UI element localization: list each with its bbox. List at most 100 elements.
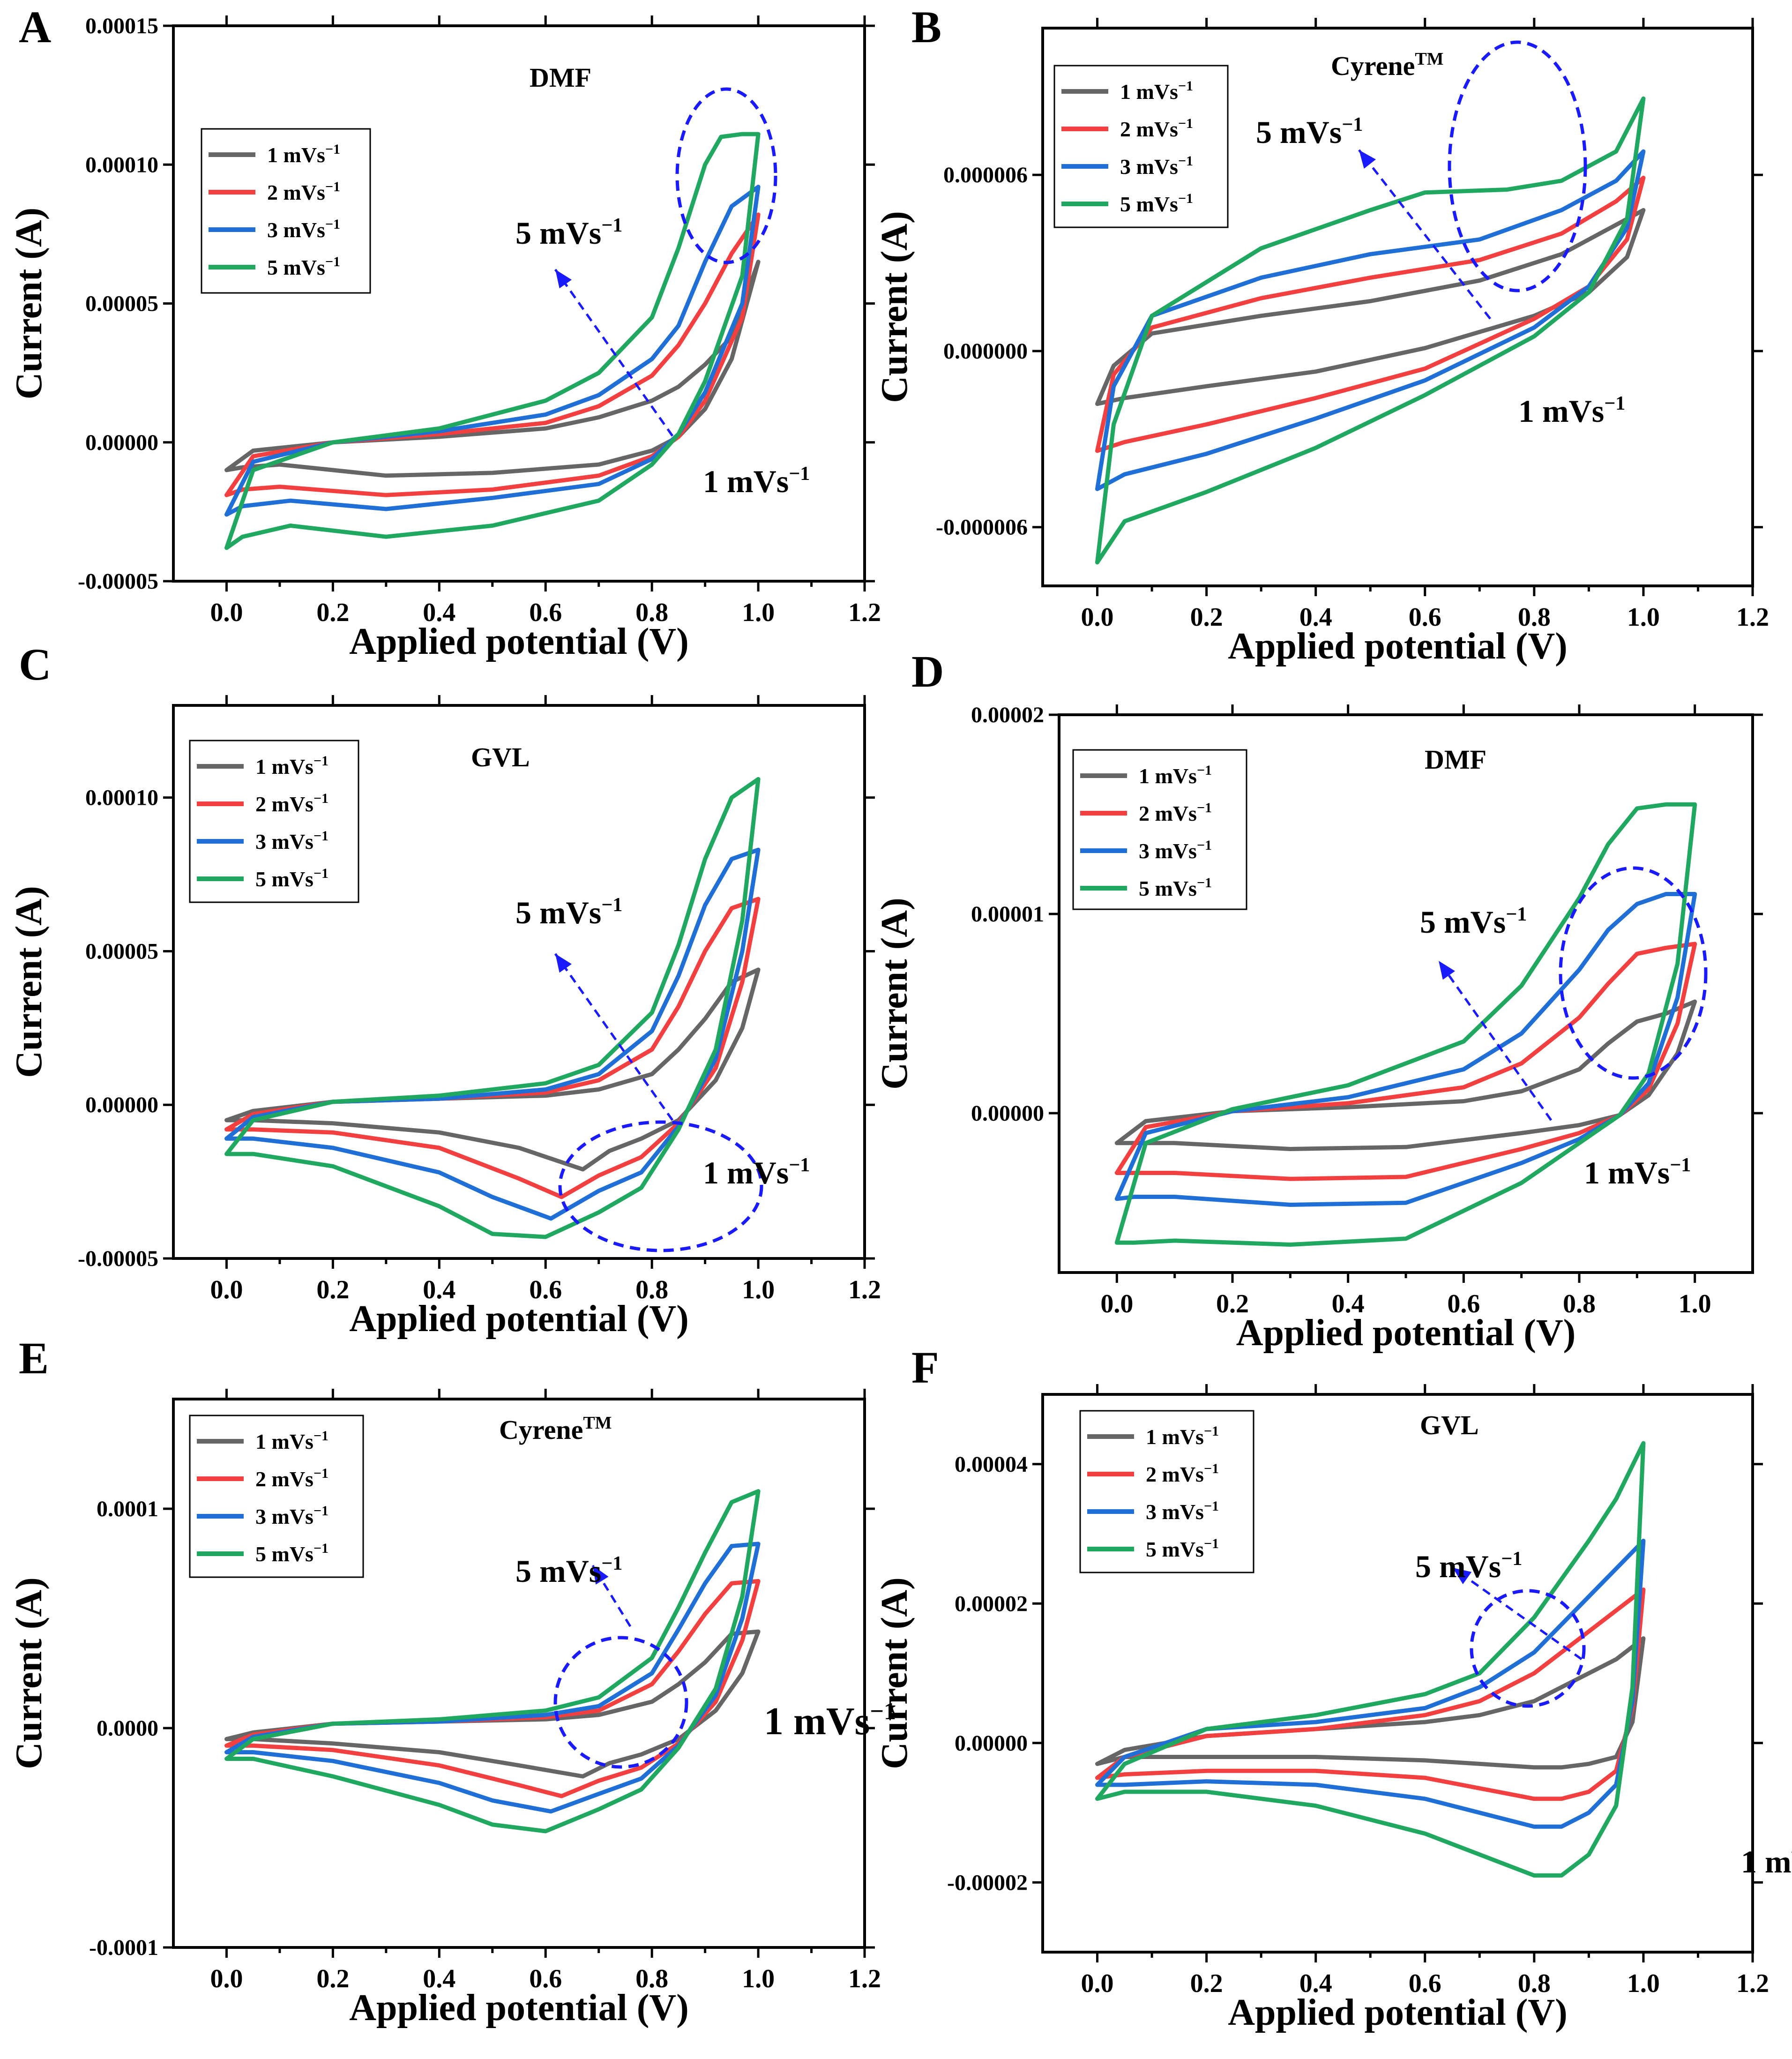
trend-arrow: [554, 953, 674, 1121]
trend-arrow: [554, 269, 674, 437]
x-tick-label: 0.4: [1299, 603, 1332, 632]
x-tick-label: 0.0: [1081, 603, 1114, 632]
series-line: [224, 260, 761, 478]
highlight-ellipse: [1559, 866, 1708, 1080]
x-tick-label: 0.8: [1518, 603, 1551, 632]
solvent-label: GVL: [1420, 1410, 1479, 1440]
x-tick-label: 0.6: [1447, 1289, 1480, 1318]
annotation-1-mvs: 1 mVs−1: [1584, 1154, 1691, 1190]
panel-e: E 0.0 0.2 0.4 0.6 0.8 1.0 1.2 -0.0001 0.0000 0.000…: [8, 1333, 896, 2029]
y-tick-label: 0.00000: [85, 1093, 158, 1117]
x-tick-label: 0.4: [423, 1964, 455, 1993]
series-line: [1095, 1538, 1646, 1829]
y-tick-label: 0.00005: [85, 939, 158, 964]
solvent-label: CyreneTM: [1331, 49, 1444, 81]
series-line: [1095, 96, 1646, 565]
panel-letter: E: [19, 1333, 49, 1383]
annotation-5-mvs: 5 mVs−1: [1420, 903, 1527, 940]
trend-arrow-head: [593, 1565, 609, 1585]
plot-frame: [172, 704, 866, 1260]
trend-arrow-head: [1453, 1568, 1472, 1585]
y-tick-label: 0.00000: [85, 430, 158, 455]
annotation-1-mvs: 1 mVs−1: [703, 463, 810, 499]
panel-b: B 0.0 0.2 0.4 0.6 0.8 1.0 1.2 -0.000006 0.000000 0…: [874, 2, 1769, 667]
trend-arrow-head: [555, 954, 572, 973]
x-tick-label: 0.8: [635, 1964, 668, 1993]
series-line: [224, 1489, 761, 1834]
legend-label: 2 mVs−1: [255, 1466, 329, 1491]
series-line: [224, 1542, 761, 1814]
x-tick-label: 1.2: [848, 1275, 881, 1304]
x-tick-label: 0.2: [316, 1964, 349, 1993]
panel-f: F 0.0 0.2 0.4 0.6 0.8 1.0 1.2 -0.00002 0.00000 0.0…: [874, 1342, 1792, 2033]
panel-a: A 0.0 0.2 0.4 0.6 0.8 1.0 1.2 -0.00005 0.00000 0.0…: [8, 2, 881, 662]
legend-label: 1 mVs−1: [1139, 763, 1212, 788]
panel-letter: C: [19, 639, 51, 689]
solvent-label: GVL: [471, 742, 530, 772]
legend: 1 mVs−12 mVs−13 mVs−15 mVs−1: [1053, 65, 1229, 228]
x-axis-label: Applied potential (V): [349, 1298, 689, 1340]
x-tick-label: 0.2: [1216, 1289, 1249, 1318]
series-line: [224, 185, 761, 517]
y-tick-label: 0.000000: [943, 339, 1028, 364]
x-axis-label: Applied potential (V): [1228, 626, 1568, 667]
trend-arrow-head: [555, 270, 572, 289]
series-line: [1095, 175, 1646, 453]
y-axis-label: Current (A): [874, 211, 915, 403]
x-tick-label: 1.0: [742, 1275, 775, 1304]
y-tick-label: 0.00010: [85, 786, 158, 810]
legend: 1 mVs−12 mVs−13 mVs−15 mVs−1: [1079, 1410, 1254, 1573]
highlight-ellipse: [675, 87, 777, 264]
series-line: [1114, 999, 1697, 1151]
highlight-ellipse: [1470, 1589, 1586, 1708]
x-tick-label: 0.4: [1332, 1289, 1365, 1318]
series-line: [1114, 892, 1697, 1207]
legend: 1 mVs−12 mVs−13 mVs−15 mVs−1: [1072, 749, 1247, 910]
legend: 1 mVs−12 mVs−13 mVs−15 mVs−1: [189, 1415, 364, 1578]
highlight-ellipse: [558, 1120, 763, 1252]
y-axis-label: Current (A): [8, 208, 50, 400]
x-tick-label: 0.0: [210, 1275, 243, 1304]
plot-frame: [1041, 1393, 1754, 1954]
solvent-label: DMF: [1425, 744, 1486, 775]
x-tick-label: 1.0: [1627, 603, 1660, 632]
annotation-5-mvs: 5 mVs−1: [515, 1552, 622, 1589]
annotation-5-mvs: 5 mVs−1: [515, 214, 622, 251]
y-tick-label: 0.00005: [85, 292, 158, 316]
trend-arrow: [1358, 149, 1491, 320]
x-tick-label: 0.6: [1409, 603, 1441, 632]
trend-arrow: [1437, 960, 1553, 1121]
y-axis-label: Current (A): [8, 1577, 50, 1769]
x-tick-label: 0.0: [1100, 1289, 1133, 1318]
y-tick-label: 0.0000: [97, 1716, 158, 1741]
series-line: [224, 847, 761, 1221]
x-tick-label: 1.2: [848, 1964, 881, 1993]
y-tick-label: -0.00002: [947, 1870, 1028, 1895]
y-tick-label: 0.00002: [955, 1591, 1028, 1616]
annotation-1-mvs: 1 mVs−1: [703, 1154, 810, 1190]
x-tick-label: 0.4: [1299, 1969, 1332, 1998]
series-line: [224, 1579, 761, 1798]
y-tick-label: 0.0001: [97, 1497, 158, 1521]
x-axis-label: Applied potential (V): [349, 621, 689, 662]
solvent-label: DMF: [530, 62, 591, 93]
x-tick-label: 0.4: [423, 598, 455, 627]
x-tick-label: 1.0: [1679, 1289, 1711, 1318]
x-tick-label: 1.0: [742, 1964, 775, 1993]
series-line: [1095, 208, 1646, 406]
legend: 1 mVs−12 mVs−13 mVs−15 mVs−1: [189, 740, 359, 903]
y-tick-label: 0.00004: [955, 1452, 1028, 1477]
x-tick-label: 0.8: [1518, 1969, 1551, 1998]
x-tick-label: 0.4: [423, 1275, 455, 1304]
annotation-5-mvs: 5 mVs−1: [515, 894, 622, 930]
panel-c: C 0.0 0.2 0.4 0.6 0.8 1.0 1.2 -0.00005 0.00000 0.0…: [8, 639, 881, 1340]
x-tick-label: 0.0: [1081, 1969, 1114, 1998]
y-axis-label: Current (A): [874, 898, 915, 1090]
y-tick-label: -0.00005: [78, 569, 158, 594]
series-line: [1114, 802, 1697, 1247]
y-tick-label: -0.000006: [936, 515, 1028, 540]
highlight-ellipse: [553, 1636, 688, 1769]
solvent-label: CyreneTM: [499, 1413, 612, 1445]
y-axis-label: Current (A): [874, 1577, 915, 1769]
